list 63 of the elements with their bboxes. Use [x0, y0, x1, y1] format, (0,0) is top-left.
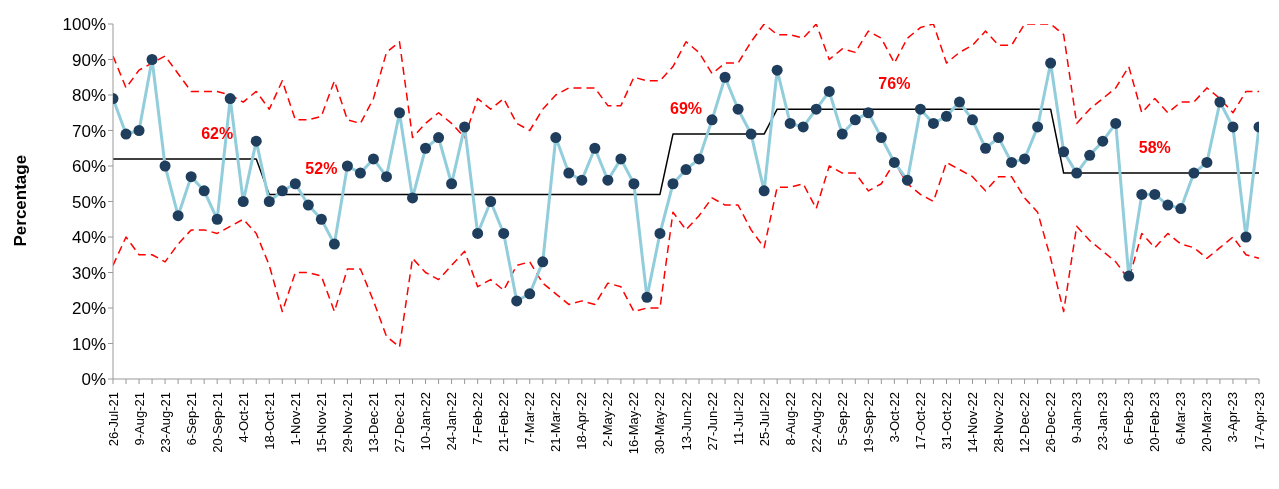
x-tick-label: 19-Sep-22 — [860, 392, 876, 453]
annotation: 69% — [669, 100, 703, 118]
x-tick-label: 10-Jan-22 — [418, 392, 434, 451]
x-tick-label: 6-Feb-23 — [1121, 392, 1137, 445]
x-tick-label: 13-Jun-22 — [678, 392, 694, 451]
x-tick-label: 9-Jan-23 — [1069, 392, 1085, 444]
y-tick-label: 70% — [71, 121, 106, 141]
x-tick-label: 30-May-22 — [652, 392, 668, 455]
annotation: 62% — [201, 124, 234, 142]
x-tick-label: 14-Nov-22 — [965, 392, 980, 453]
x-tick-label: 26-Dec-22 — [1043, 392, 1059, 453]
y-tick-label: 0% — [81, 370, 106, 390]
x-tick-label: 20-Feb-23 — [1147, 392, 1163, 452]
annotation: 58% — [1138, 139, 1171, 157]
x-tick-label: 27-Dec-21 — [392, 392, 407, 453]
x-tick-label: 1-Nov-21 — [287, 392, 303, 446]
x-tick-label: 25-Jul-22 — [756, 392, 772, 447]
x-tick-label: 24-Jan-22 — [444, 392, 460, 451]
annotation: 52% — [305, 160, 338, 178]
x-tick-label: 27-Jun-22 — [704, 392, 720, 451]
y-tick-label: 10% — [71, 334, 106, 354]
x-tick-label: 2-May-22 — [600, 392, 616, 447]
x-tick-label: 29-Nov-21 — [339, 392, 355, 453]
x-tick-label: 26-Jul-21 — [105, 392, 121, 447]
y-tick-label: 50% — [71, 192, 106, 212]
x-tick-label: 5-Sep-22 — [834, 392, 850, 446]
x-tick-label: 22-Aug-22 — [808, 392, 824, 453]
x-tick-label: 28-Nov-22 — [991, 392, 1007, 453]
y-tick-label: 100% — [62, 15, 106, 35]
x-tick-label: 23-Jan-23 — [1095, 392, 1111, 451]
x-tick-label: 20-Sep-21 — [209, 392, 225, 453]
y-tick-label: 90% — [71, 50, 106, 70]
y-axis-title: Percentage — [11, 154, 31, 247]
x-tick-label: 3-Oct-22 — [886, 392, 902, 443]
x-tick-label: 3-Apr-23 — [1225, 392, 1241, 443]
x-tick-label: 4-Oct-21 — [235, 392, 251, 443]
y-tick-label: 80% — [71, 86, 106, 106]
x-tick-label: 21-Mar-22 — [548, 392, 564, 452]
x-tick-label: 13-Dec-21 — [365, 392, 381, 453]
x-tick-label: 6-Mar-23 — [1173, 392, 1189, 445]
y-tick-label: 60% — [71, 157, 106, 177]
x-tick-label: 16-May-22 — [626, 392, 642, 455]
annotation: 76% — [878, 75, 911, 93]
x-tick-label: 7-Feb-22 — [470, 392, 486, 445]
x-tick-label: 6-Sep-21 — [183, 392, 199, 446]
y-tick-label: 20% — [71, 299, 106, 319]
x-tick-label: 31-Oct-22 — [938, 392, 954, 450]
line-series — [113, 24, 1259, 139]
x-tick-label: 20-Mar-23 — [1199, 392, 1215, 452]
x-tick-label: 9-Aug-21 — [131, 392, 147, 446]
x-tick-label: 17-Apr-23 — [1251, 392, 1267, 450]
x-tick-label: 11-Jul-22 — [730, 392, 746, 446]
x-tick-label: 18-Apr-22 — [574, 392, 590, 450]
x-tick-label: 18-Oct-21 — [261, 392, 277, 450]
y-tick-label: 40% — [71, 228, 106, 248]
x-tick-label: 8-Aug-22 — [782, 392, 798, 446]
x-tick-label: 23-Aug-21 — [157, 392, 173, 453]
x-tick-label: 21-Feb-22 — [496, 392, 512, 452]
x-tick-label: 17-Oct-22 — [912, 392, 928, 450]
y-tick-label: 30% — [71, 263, 106, 283]
x-tick-label: 15-Nov-21 — [313, 392, 329, 453]
x-tick-label: 12-Dec-22 — [1017, 392, 1033, 453]
x-tick-label: 7-Mar-22 — [522, 392, 538, 445]
